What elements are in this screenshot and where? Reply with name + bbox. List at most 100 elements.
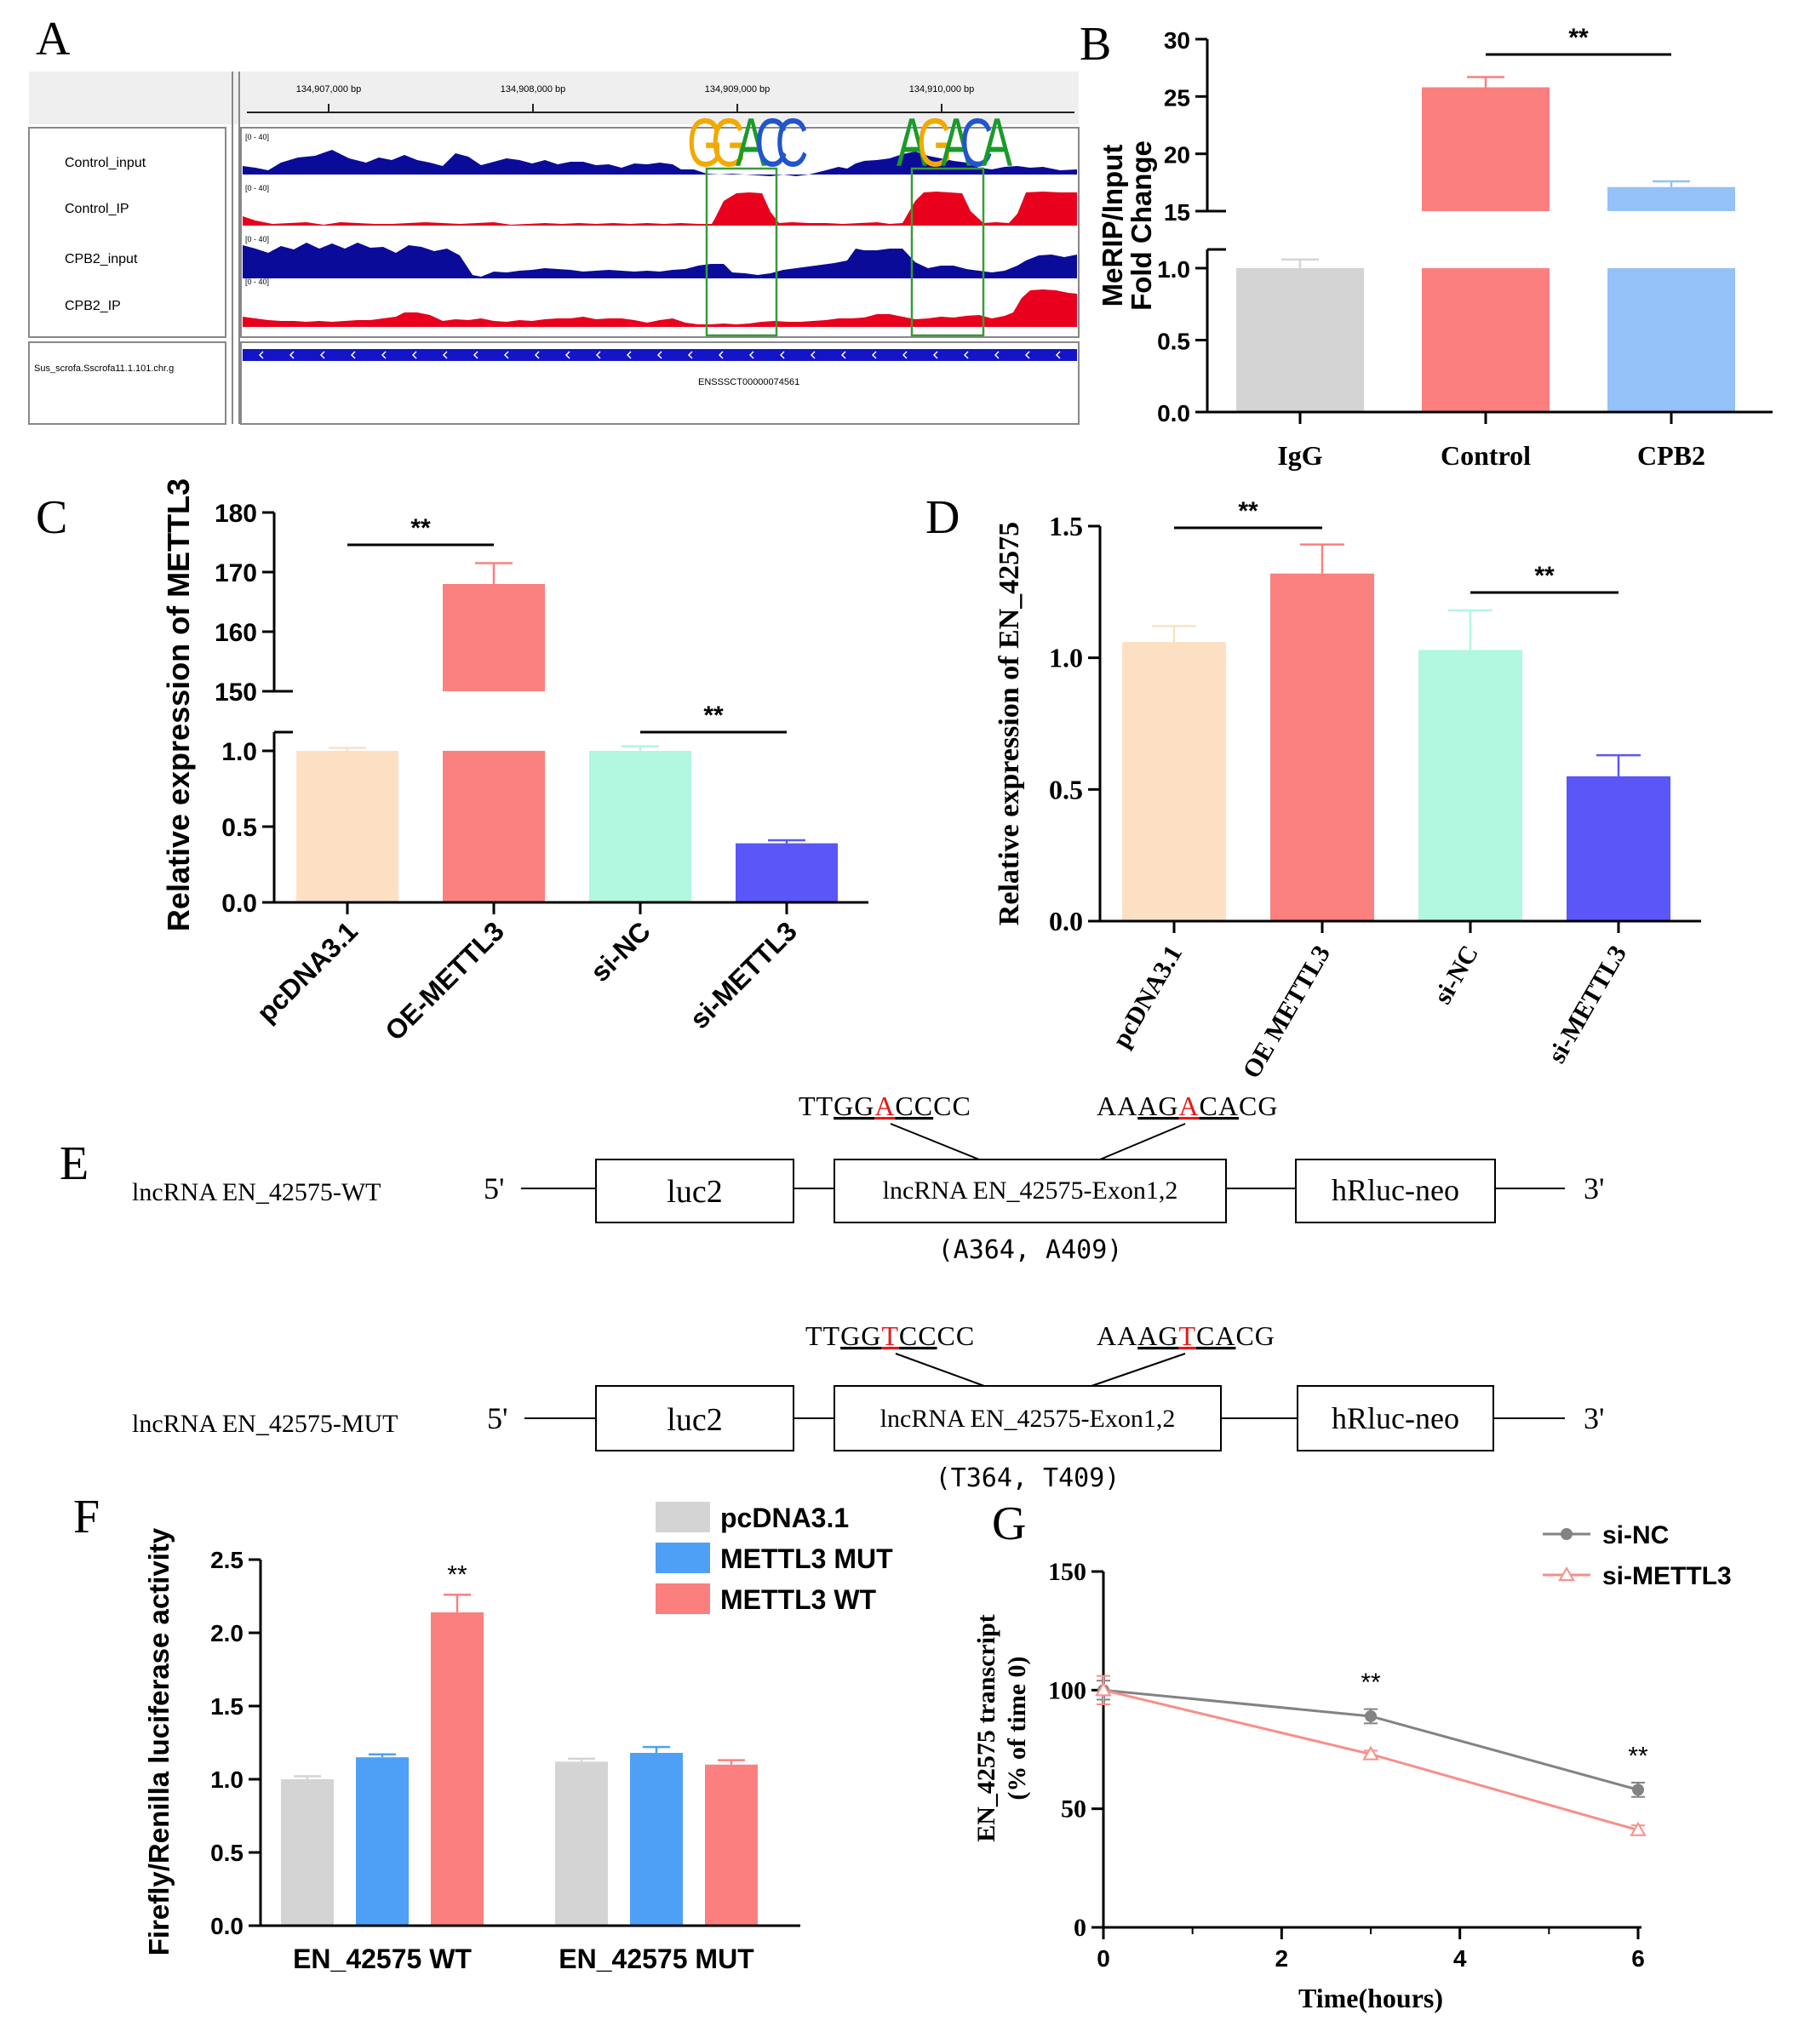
construct-name-mut: lncRNA EN_42575-MUT [132,1410,398,1438]
chart-panel-g: 0 2 4 6 0 50 100 150 Time(hours) EN_42575 transcr… [972,1521,1732,2013]
significance-label: ** [703,701,724,730]
construct-name-wt: lncRNA EN_42575-WT [132,1178,381,1206]
strand-chevron [503,351,509,359]
track-name-control-input: Control_input [65,156,146,170]
strand-chevron [932,351,938,359]
annotation-track-name: Sus_scrofa.Sscrofa11.1.101.chr.g [34,364,174,374]
luc2-label: luc2 [667,1174,722,1210]
m6a-site-box-2 [910,167,985,337]
motif-letter: C [754,104,788,181]
luc2-box [595,1159,794,1223]
coverage-cpb2-input [243,243,1077,278]
y-tick-label: 0.0 [210,1913,243,1939]
strand-chevron [473,351,478,359]
axis-break-gap [1606,211,1737,268]
motif-letter: A [941,104,971,181]
y-tick-label: 1.0 [210,1766,243,1793]
exon-box [834,1159,1227,1223]
genome-browser-panel: 134,907,000 bp 134,908,000 bp 134,909,00… [28,72,1080,425]
strand-chevron [840,351,846,359]
data-point [1630,1821,1647,1836]
hrluc-neo-label: hRluc-neo [1332,1401,1459,1435]
y-tick-label: 170 [215,559,257,587]
exon-label: lncRNA EN_42575-Exon1,2 [883,1177,1178,1205]
bar-pcdna3-1 [1122,642,1226,921]
bar-igg [1236,268,1364,412]
bar-mettl3-wt [705,1764,758,1926]
x-tick-label: IgG [1277,440,1322,471]
strand-chevron [656,351,662,359]
legend-swatch [656,1502,710,1532]
x-tick-label: si-METTL3 [1543,941,1632,1068]
axis-break-gap [441,691,547,751]
y-tick-label: 0.5 [1049,774,1083,804]
bar-si-mettl3 [736,843,838,902]
legend-label: pcDNA3.1 [720,1503,849,1533]
strand-chevron [810,351,816,359]
track-area-box [240,127,1080,338]
strand-chevron [687,351,693,359]
motif-letter: A [736,104,766,181]
y-tick-label: 100 [1048,1676,1086,1704]
y-axis-label: EN_42575 transcript [972,1614,1000,1841]
strand-chevron [1024,351,1030,359]
site-sequence-2: AAAGTCACG [1097,1320,1275,1351]
y-tick-label: 2.5 [210,1547,243,1573]
hrluc-neo-box [1297,1385,1494,1451]
chart-panel-b: IgG Control CPB2 0.0 0.5 1.0 15 20 25 30 ** MeRIP/I… [1097,24,1773,471]
three-prime-label: 3' [1584,1401,1605,1435]
significance-label: ** [1238,497,1258,525]
panel-label-d: D [925,491,960,544]
bar-oe-mettl3 [1270,573,1374,921]
hrluc-neo-box [1295,1159,1496,1223]
track-scale-label: [0 - 40] [245,235,269,243]
site-sequence-1: TTGGACCCC [799,1091,971,1121]
five-prime-label: 5' [487,1401,508,1435]
y-axis-label: MeRIP/Input [1097,145,1128,307]
data-point [1362,1745,1379,1761]
bar-mettl3-wt [431,1612,484,1926]
y-tick-label: 160 [215,619,257,647]
motif-letter: C [775,104,808,181]
ruler-ticks [328,104,942,112]
motif-letter: A [982,104,1012,181]
panel-label-b: B [1080,18,1111,71]
y-tick-label: 1.0 [221,738,257,766]
strand-chevron [289,351,295,359]
y-tick-label: 180 [215,500,257,528]
bar-si-mettl3 [1567,776,1670,921]
y-axis-label: Relative expression of METTL3 [161,478,196,931]
m6a-site-box-1 [705,167,778,337]
chart-panel-f: EN_42575 WT EN_42575 MUT 0.0 0.5 1.0 1.5 2.0 2.… [143,1502,893,1974]
data-point [1632,1783,1644,1796]
motif-logo-2: A G A C A [897,104,1012,181]
legend-label: METTL3 WT [720,1584,877,1615]
site-pointer [895,1353,985,1387]
x-tick-label: OE METTL3 [1237,941,1336,1083]
axis-break-gap [1420,211,1551,268]
x-tick-label: 6 [1631,1945,1645,1972]
site-positions-wt: (A364, A409) [938,1235,1123,1265]
strand-chevron [258,351,264,359]
coord-label: 134,910,000 bp [909,84,974,94]
bar-pcdna3-1 [281,1779,334,1926]
legend-label: METTL3 MUT [720,1543,893,1574]
x-tick-label: EN_42575 MUT [559,1944,754,1974]
three-prime-label: 3' [1584,1171,1605,1205]
strand-chevron [411,351,417,359]
y-axis-label: Relative expression of EN_42575 [994,522,1025,925]
x-tick-label: 4 [1453,1945,1467,1972]
y-axis-label: Fold Change [1126,140,1157,311]
x-tick-label: Control [1441,440,1531,471]
y-tick-label: 15 [1164,199,1190,226]
coord-label: 134,907,000 bp [296,84,361,94]
y-tick-label: 0.0 [1049,906,1083,936]
bar-oe-mettl3-lower [443,751,545,902]
bar-cpb2-lower [1607,268,1735,412]
site-pointer [1099,1123,1186,1160]
y-tick-label: 1.0 [1157,256,1190,283]
y-axis-label: (% of time 0) [1003,1656,1031,1800]
site-pointer [1091,1353,1186,1387]
y-tick-label: 0 [1074,1914,1086,1942]
